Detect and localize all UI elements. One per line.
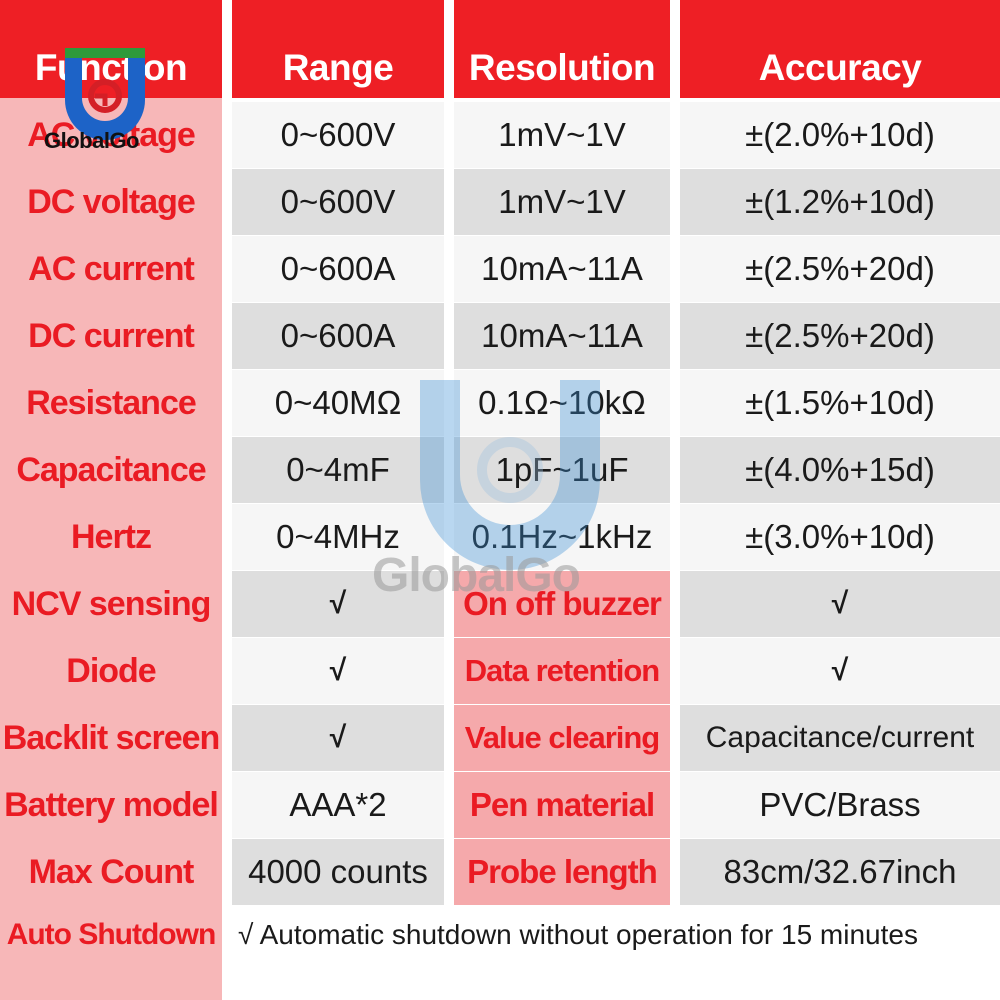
- header-top-band: [232, 0, 444, 38]
- feature2-value: √: [680, 638, 1000, 704]
- row-accuracy: ±(3.0%+10d): [680, 504, 1000, 570]
- row-range: 0~600V: [232, 102, 444, 168]
- feature-function: Backlit screen: [2, 718, 221, 757]
- feature2-label: On off buzzer: [454, 571, 670, 637]
- header-resolution: Resolution: [454, 38, 670, 98]
- header-accuracy: Accuracy: [680, 38, 1000, 98]
- row-resolution: 10mA~11A: [454, 303, 670, 369]
- feature-function: Diode: [66, 651, 156, 690]
- feature-value: √: [232, 638, 444, 704]
- feature2-label: Value clearing: [454, 705, 670, 771]
- logo-text: GlobalGo: [44, 128, 140, 153]
- row-range: 0~600V: [232, 169, 444, 235]
- header-range: Range: [232, 38, 444, 98]
- row-resolution: 1pF~1uF: [454, 437, 670, 503]
- row-accuracy: ±(2.5%+20d): [680, 236, 1000, 302]
- row-resolution: 10mA~11A: [454, 236, 670, 302]
- row-range: 0~600A: [232, 236, 444, 302]
- feature2-label: Pen material: [454, 772, 670, 838]
- auto-shutdown-label: Auto Shutdown: [6, 918, 217, 951]
- row-accuracy: ±(2.5%+20d): [680, 303, 1000, 369]
- row-resolution: 0.1Ω~10kΩ: [454, 370, 670, 436]
- feature-function: Max Count: [28, 852, 195, 891]
- row-range: 0~4mF: [232, 437, 444, 503]
- feature-value: AAA*2: [232, 772, 444, 838]
- function-column-bg: [0, 0, 222, 1000]
- row-accuracy: ±(2.0%+10d): [680, 102, 1000, 168]
- feature2-label: Probe length: [454, 839, 670, 905]
- globalgo-logo-icon: [65, 48, 145, 140]
- row-function: Hertz: [70, 517, 152, 556]
- feature-value: √: [232, 705, 444, 771]
- watermark-text: GlobalGo: [372, 549, 581, 602]
- row-range: 0~40MΩ: [232, 370, 444, 436]
- row-function: AC current: [28, 249, 195, 288]
- row-resolution: 1mV~1V: [454, 169, 670, 235]
- row-accuracy: ±(1.5%+10d): [680, 370, 1000, 436]
- row-function: DC voltage: [27, 182, 196, 221]
- row-accuracy: ±(4.0%+15d): [680, 437, 1000, 503]
- row-accuracy: ±(1.2%+10d): [680, 169, 1000, 235]
- auto-shutdown-value: √ Automatic shutdown without operation f…: [238, 919, 918, 950]
- feature-value: 4000 counts: [232, 839, 444, 905]
- header-top-band: [0, 0, 222, 38]
- feature2-value: PVC/Brass: [680, 772, 1000, 838]
- row-resolution: 1mV~1V: [454, 102, 670, 168]
- feature2-label: Data retention: [454, 638, 670, 704]
- feature-function: NCV sensing: [11, 584, 212, 623]
- header-top-band: [454, 0, 670, 38]
- row-function: Resistance: [26, 383, 197, 422]
- feature-function: Battery model: [4, 785, 219, 824]
- header-top-band: [680, 0, 1000, 38]
- feature-value: √: [232, 571, 444, 637]
- feature2-value: 83cm/32.67inch: [680, 839, 1000, 905]
- feature2-value: √: [680, 571, 1000, 637]
- row-function: Capacitance: [16, 450, 206, 489]
- row-function: DC current: [28, 316, 195, 355]
- row-range: 0~4MHz: [232, 504, 444, 570]
- row-resolution: 0.1Hz~1kHz: [454, 504, 670, 570]
- feature2-value: Capacitance/current: [680, 705, 1000, 771]
- row-range: 0~600A: [232, 303, 444, 369]
- watermark-logo-icon: [420, 380, 600, 570]
